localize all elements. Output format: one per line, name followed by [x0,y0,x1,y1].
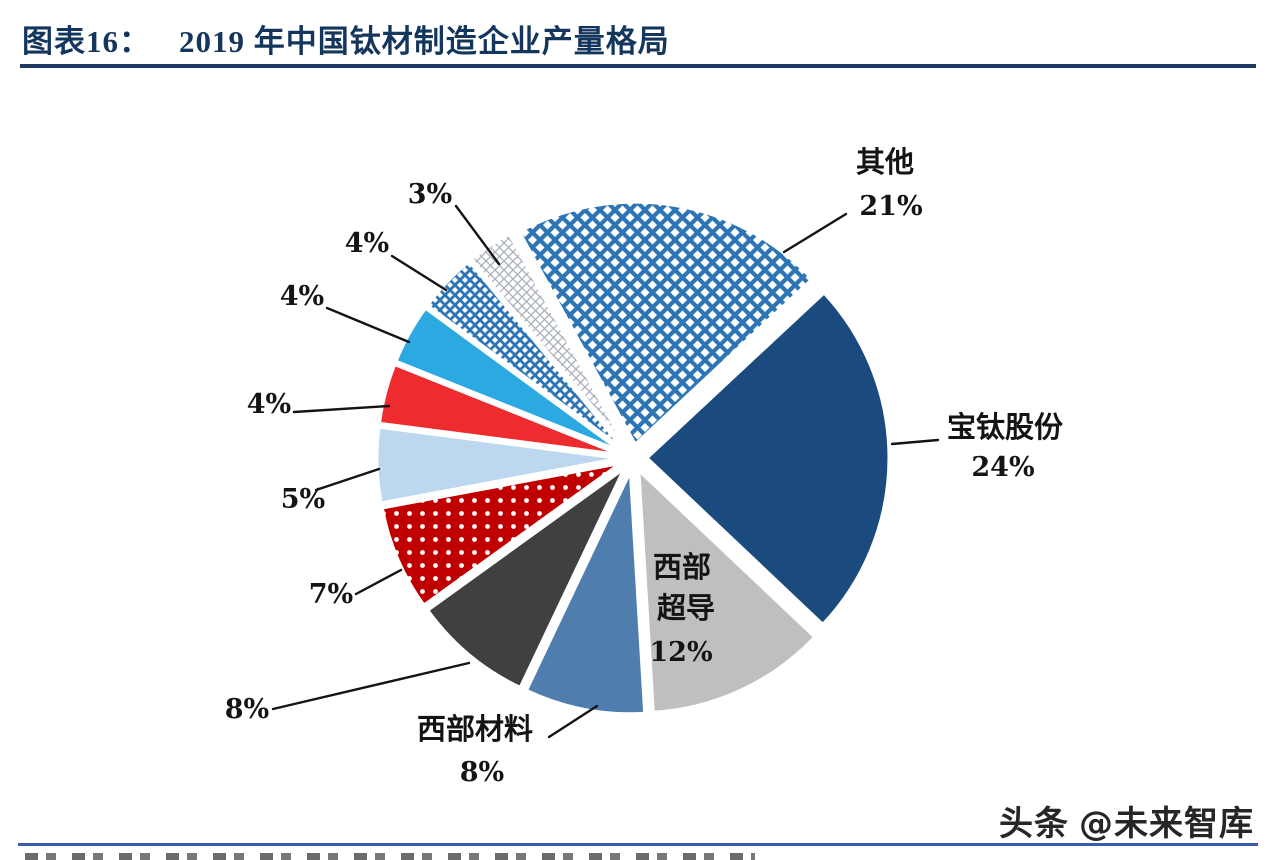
leader-line-4pct-lattice [390,254,448,292]
pie-slice-2-西部超导 [637,467,817,714]
pie-slice-10-3pct [469,231,627,448]
label-baotai-value: 24% [971,452,1034,483]
label-4pct-cyan: 4% [280,281,324,312]
slice-labels: 3% 4% 4% 4% 5% 7% 8% 西部材料 8% 其他 21% 宝钛股份… [225,145,1063,788]
leader-line-xibu-cailiao [547,704,599,739]
pie-slice-0-其他 [517,200,815,447]
leader-line-3pct [454,204,501,266]
label-xibu-chaodao-1: 西部 [653,550,711,584]
label-8pct: 8% [225,694,269,725]
clipped-source-text [25,853,755,860]
label-qita-value: 21% [859,191,922,222]
pie-slice-4-8pct [425,467,626,690]
leader-line-8pct [271,661,471,711]
pie-slice-7-4pct [377,362,621,456]
label-5pct: 5% [281,484,325,515]
pie-slice-3-西部材料 [524,471,647,716]
label-xibu-chaodao-2: 超导 [657,591,715,625]
pie-slice-8-4pct [394,306,622,453]
label-3pct: 3% [408,179,452,210]
pie-slice-6-5pct [375,425,620,505]
label-4pct-lattice: 4% [345,228,389,259]
label-xibu-cailiao-value: 8% [460,757,504,788]
watermark: 头条 @未来智库 [999,796,1254,845]
pie-slice-5-7pct [380,462,621,608]
label-baotai: 宝钛股份 [947,410,1063,444]
leader-line-4pct-cyan [325,306,411,344]
label-xibu-cailiao: 西部材料 [417,712,533,746]
pie-slices-group [375,200,891,716]
pie-slice-1-宝钛股份 [644,290,891,627]
footer-divider [18,843,1258,846]
figure-header: 图表16： 2019 年中国钛材制造企业产量格局 [22,16,1246,61]
leader-lines [271,204,940,739]
label-qita: 其他 [856,145,914,179]
figure-title: 2019 年中国钛材制造企业产量格局 [179,24,670,59]
watermark-brand: 头条 [999,804,1069,844]
pie-slice-9-4pct [425,259,624,450]
leader-line-baotai [890,438,940,446]
header-divider [20,64,1256,68]
label-4pct-red: 4% [247,389,291,420]
label-7pct: 7% [309,579,353,610]
leader-line-5pct [314,467,381,492]
watermark-handle: @未来智库 [1079,804,1254,844]
leader-line-4pct-red [292,404,391,414]
figure-number: 图表16： [22,24,151,59]
label-xibu-chaodao-value: 12% [649,637,712,668]
leader-line-7pct [354,568,403,596]
leader-line-qita [782,212,848,254]
